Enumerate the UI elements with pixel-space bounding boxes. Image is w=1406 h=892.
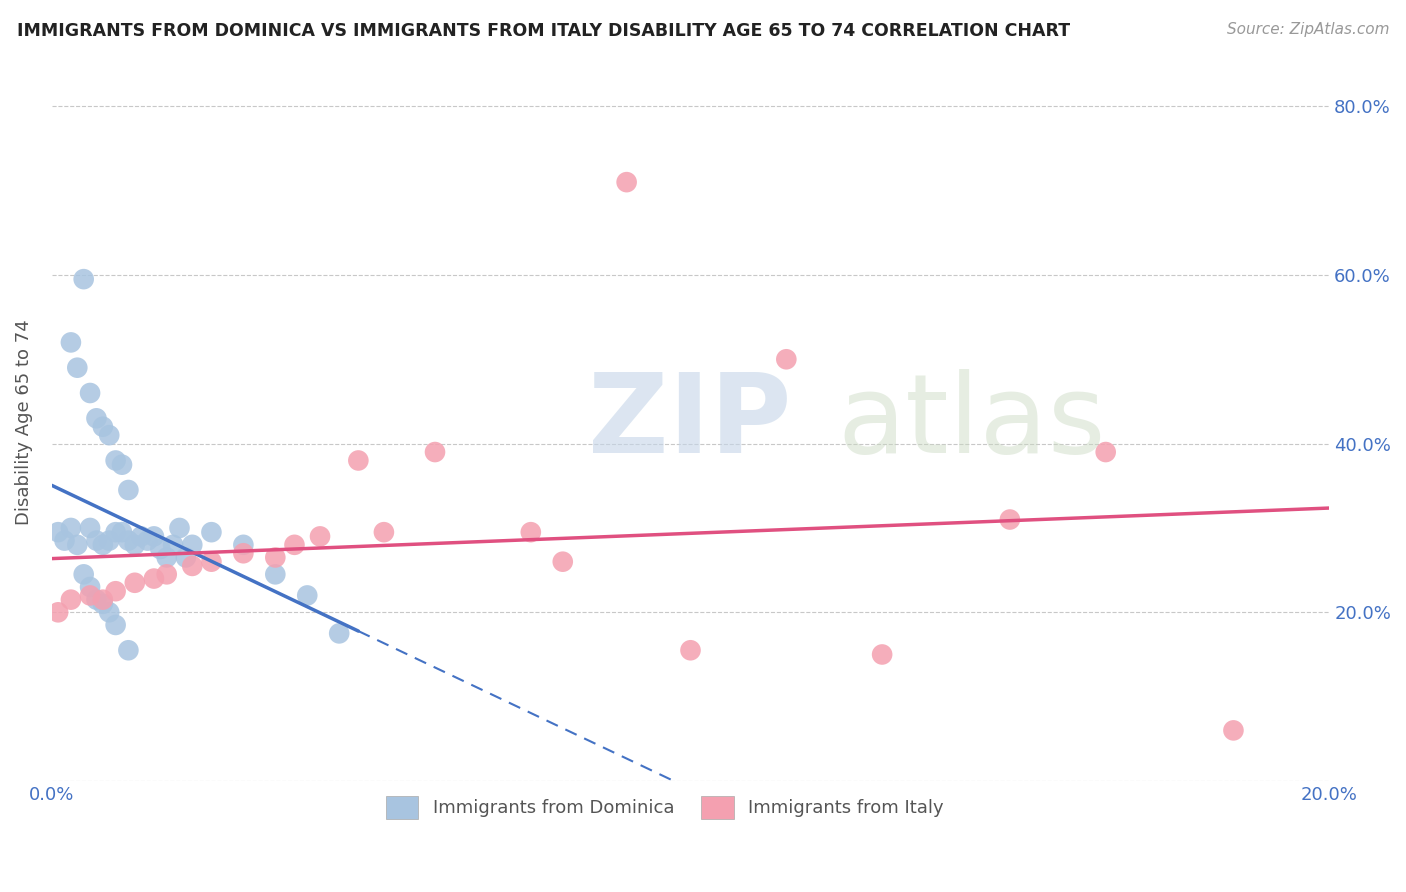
Point bbox=[73, 272, 96, 286]
Point bbox=[98, 533, 121, 548]
Point bbox=[136, 533, 159, 548]
Point bbox=[98, 605, 121, 619]
Point bbox=[423, 445, 446, 459]
Text: ZIP: ZIP bbox=[588, 369, 792, 476]
Point bbox=[149, 542, 172, 557]
Point bbox=[117, 483, 139, 497]
Y-axis label: Disability Age 65 to 74: Disability Age 65 to 74 bbox=[15, 319, 32, 525]
Text: Source: ZipAtlas.com: Source: ZipAtlas.com bbox=[1226, 22, 1389, 37]
Point bbox=[169, 521, 191, 535]
Point bbox=[200, 555, 222, 569]
Point bbox=[200, 525, 222, 540]
Point bbox=[91, 597, 114, 611]
Point bbox=[104, 453, 127, 467]
Point bbox=[79, 521, 101, 535]
Point bbox=[79, 580, 101, 594]
Point bbox=[870, 648, 893, 662]
Point bbox=[124, 538, 146, 552]
Point bbox=[111, 525, 134, 540]
Point bbox=[79, 589, 101, 603]
Point bbox=[86, 411, 108, 425]
Point bbox=[104, 618, 127, 632]
Point bbox=[373, 525, 395, 540]
Point bbox=[1094, 445, 1116, 459]
Point bbox=[520, 525, 543, 540]
Point bbox=[181, 538, 204, 552]
Point bbox=[86, 592, 108, 607]
Point bbox=[59, 335, 82, 350]
Point bbox=[66, 538, 89, 552]
Point bbox=[297, 589, 319, 603]
Point bbox=[117, 533, 139, 548]
Point bbox=[156, 550, 179, 565]
Legend: Immigrants from Dominica, Immigrants from Italy: Immigrants from Dominica, Immigrants fro… bbox=[378, 789, 952, 826]
Point bbox=[86, 533, 108, 548]
Point bbox=[111, 458, 134, 472]
Point bbox=[283, 538, 305, 552]
Point bbox=[73, 567, 96, 582]
Point bbox=[129, 529, 152, 543]
Point bbox=[79, 386, 101, 401]
Point bbox=[104, 584, 127, 599]
Point bbox=[264, 567, 287, 582]
Point bbox=[98, 428, 121, 442]
Point bbox=[142, 529, 165, 543]
Point bbox=[232, 546, 254, 560]
Point bbox=[46, 605, 69, 619]
Point bbox=[347, 453, 370, 467]
Point bbox=[1222, 723, 1244, 738]
Point bbox=[616, 175, 638, 189]
Point bbox=[232, 538, 254, 552]
Point bbox=[53, 533, 76, 548]
Point bbox=[91, 538, 114, 552]
Text: IMMIGRANTS FROM DOMINICA VS IMMIGRANTS FROM ITALY DISABILITY AGE 65 TO 74 CORREL: IMMIGRANTS FROM DOMINICA VS IMMIGRANTS F… bbox=[17, 22, 1070, 40]
Point bbox=[46, 525, 69, 540]
Point bbox=[66, 360, 89, 375]
Point bbox=[328, 626, 350, 640]
Point bbox=[162, 538, 184, 552]
Point bbox=[91, 592, 114, 607]
Point bbox=[117, 643, 139, 657]
Point bbox=[156, 567, 179, 582]
Point bbox=[775, 352, 797, 367]
Point bbox=[59, 592, 82, 607]
Point bbox=[91, 419, 114, 434]
Point bbox=[309, 529, 332, 543]
Point bbox=[104, 525, 127, 540]
Text: atlas: atlas bbox=[838, 369, 1107, 476]
Point bbox=[59, 521, 82, 535]
Point bbox=[551, 555, 574, 569]
Point bbox=[998, 512, 1021, 526]
Point bbox=[142, 572, 165, 586]
Point bbox=[181, 558, 204, 573]
Point bbox=[264, 550, 287, 565]
Point bbox=[124, 575, 146, 590]
Point bbox=[174, 550, 197, 565]
Point bbox=[679, 643, 702, 657]
